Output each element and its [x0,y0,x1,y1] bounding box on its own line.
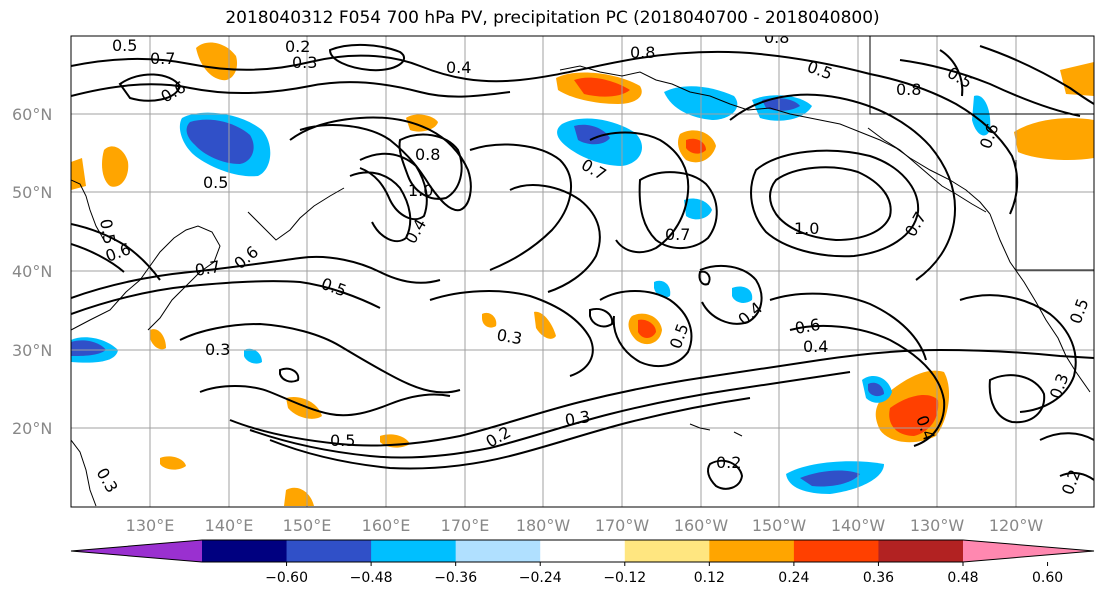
contour-label: 0.6 [793,315,821,338]
colorbar-segment [709,540,795,562]
contour-label: 0.3 [495,325,523,348]
map-frame [70,35,1095,508]
lon-label: 160°W [674,516,729,535]
colorbar-extend-low [71,540,202,562]
contour-label: 1.0 [794,219,819,238]
contour-label: 0.7 [665,225,690,244]
contour-label: 0.8 [896,80,921,99]
contour-label: 0.5 [96,217,119,245]
contour-label: 0.4 [446,58,471,77]
colorbar-segment [540,540,626,562]
colorbar-segment [878,540,964,562]
lon-label: 130°W [910,516,965,535]
colorbar-segment [202,540,288,562]
colorbar: −0.60 −0.48 −0.36 −0.24 −0.12 0.12 0.24 0.36 0.4… [70,539,1095,586]
map-gridlines [71,36,1094,507]
colorbar-segment [793,540,879,562]
lon-label: 140°W [831,516,886,535]
lat-label: 30°N [12,341,52,360]
contour-label: 1.0 [408,181,433,200]
contour-label: 0.5 [203,173,228,192]
lon-label: 140°E [205,516,254,535]
contour-label: 0.8 [630,43,655,62]
lon-label: 160°E [362,516,411,535]
contour-label: 0.5 [330,431,355,450]
contour-label: 0.3 [563,407,591,430]
lon-label: 150°E [283,516,332,535]
lon-label: 130°E [126,516,175,535]
chart-title: 2018040312 F054 700 hPa PV, precipitatio… [225,8,880,28]
lon-label: 150°W [752,516,807,535]
colorbar-tick-label: −0.60 [265,570,308,586]
colorbar-tick-label: 0.60 [1032,570,1063,586]
lat-label: 50°N [12,183,52,202]
colorbar-tick-label: 0.48 [947,570,978,586]
colorbar-tick-label: 0.12 [694,570,725,586]
colorbar-tick-label: 0.24 [778,570,809,586]
lon-label: 180°W [516,516,571,535]
colorbar-tick-label: −0.12 [603,570,646,586]
lon-label: 120°W [989,516,1044,535]
contour-label: 0.7 [193,257,221,280]
contour-label: 0.4 [803,337,828,356]
contour-label: 0.2 [716,453,741,472]
pv-contours [71,43,1094,490]
colorbar-tick-label: −0.48 [350,570,393,586]
lon-label: 170°E [441,516,490,535]
colorbar-segment [371,540,457,562]
lat-label: 20°N [12,419,52,438]
contour-label: 0.8 [415,145,440,164]
colorbar-tick-label: 0.36 [863,570,894,586]
contour-label: 0.2 [285,37,310,56]
lat-labels: 60°N 50°N 40°N 30°N 20°N [12,105,52,438]
colorbar-tick-label: −0.24 [519,570,562,586]
colorbar-segment [455,540,541,562]
lon-labels: 130°E 140°E 150°E 160°E 170°E 180°W 170°… [126,516,1044,535]
lon-label: 170°W [595,516,650,535]
contour-label: 0.8 [764,28,789,47]
lat-label: 60°N [12,105,52,124]
colorbar-segment [286,540,372,562]
colorbar-tick-label: −0.36 [434,570,477,586]
colorbar-extend-high [963,540,1094,562]
colorbar-segment [624,540,710,562]
lat-label: 40°N [12,262,52,281]
contour-labels: 0.5 0.7 0.6 0.2 0.3 0.4 0.8 0.8 0.5 0.5 … [93,28,1093,497]
contour-label: 0.5 [112,36,137,55]
colorbar-outline [70,539,1095,563]
coastlines [71,36,1094,507]
contour-label: 0.3 [205,340,230,359]
contour-label: 0.7 [150,49,175,68]
contour-label: 0.3 [292,53,317,72]
